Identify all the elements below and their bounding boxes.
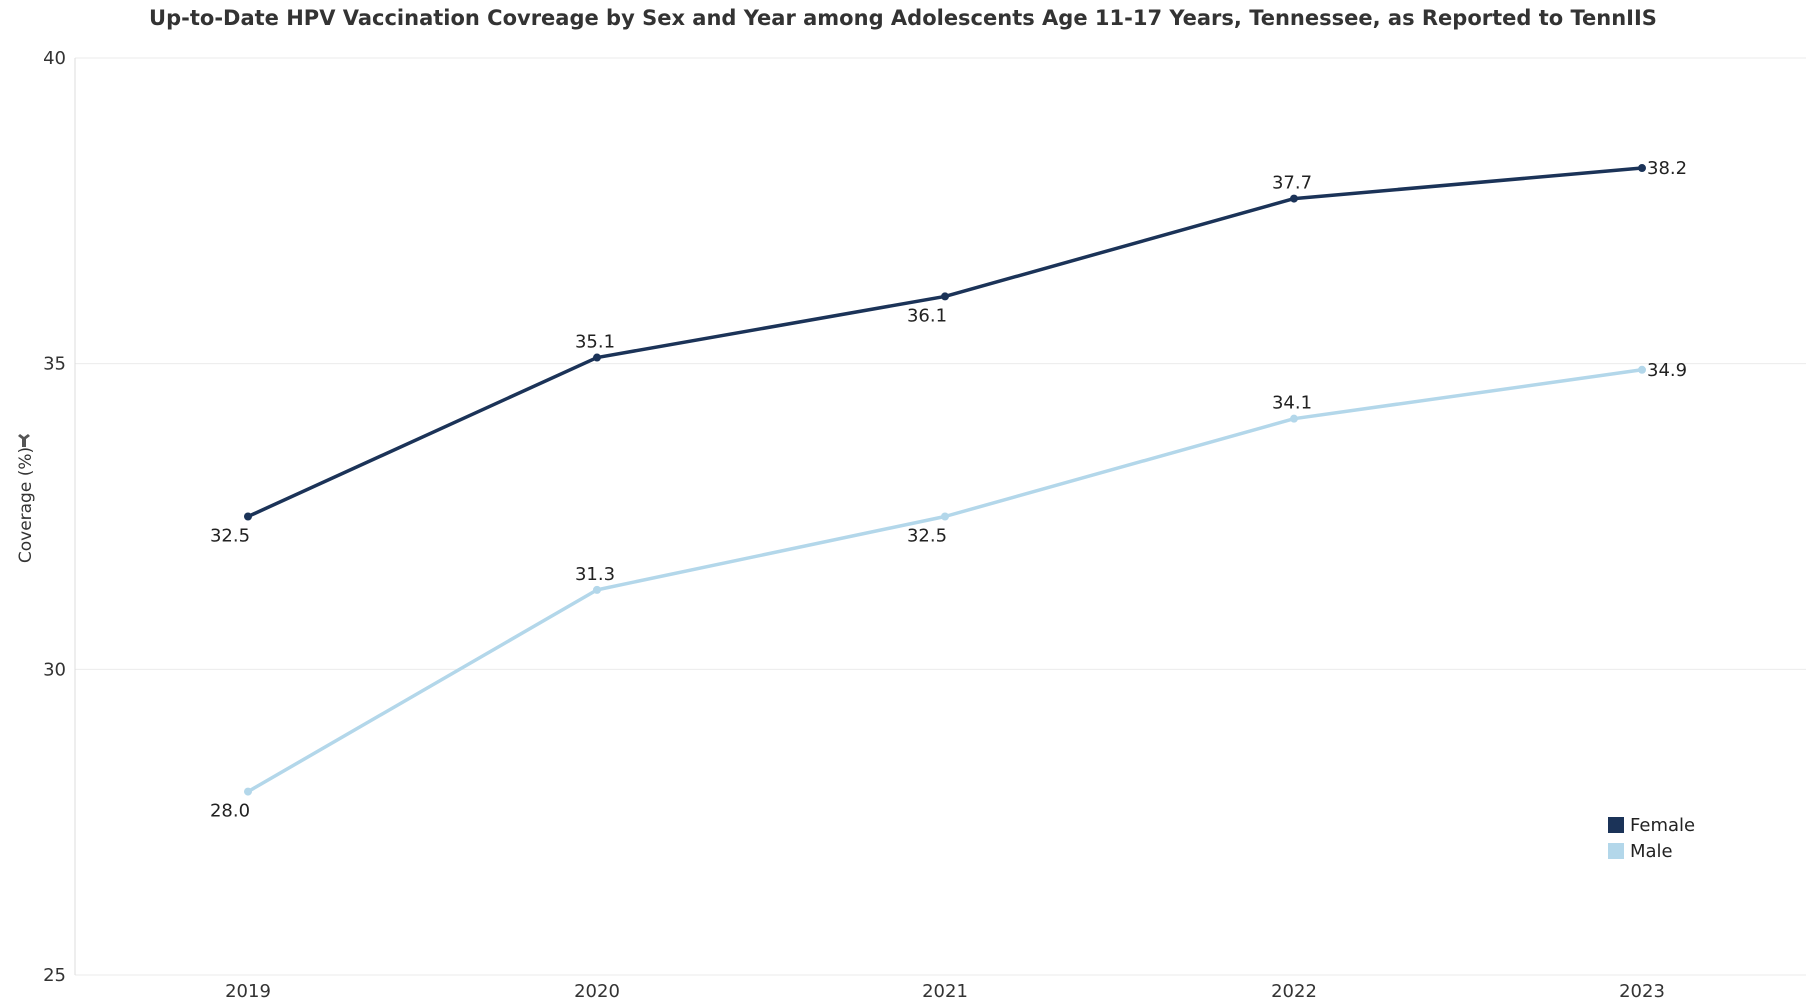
gridlines [75,57,1806,976]
x-tick-label: 2023 [1619,981,1665,1002]
y-axis-label: Coverage (%) [16,447,36,563]
data-label: 37.7 [1272,173,1312,194]
data-label: 34.1 [1272,393,1312,414]
y-tick-label: 30 [43,659,66,680]
series-group [244,164,1646,796]
chart-title: Up-to-Date HPV Vaccination Covreage by S… [149,6,1657,30]
data-labels: 32.5 35.1 36.1 37.7 38.2 28.0 31.3 32.5 34.1 34.9 [210,158,1687,822]
y-tick-label: 40 [43,48,66,69]
x-tick-label: 2022 [1271,981,1317,1002]
legend-label-male: Male [1630,841,1673,862]
data-point [593,353,601,362]
data-label: 36.1 [907,305,947,326]
data-point [941,512,949,521]
data-point [1290,194,1298,203]
series-line-female [247,166,1643,519]
legend[interactable]: Female Male [1608,815,1695,862]
y-tick-label: 35 [43,354,66,375]
axes: 25 30 35 40 2019 2020 2021 2022 2023 [43,48,1665,1002]
data-point [244,512,252,521]
legend-swatch-male [1608,843,1624,859]
data-label: 28.0 [210,801,250,822]
data-point [593,585,601,594]
legend-swatch-female [1608,817,1624,833]
x-tick-label: 2020 [574,981,620,1002]
data-label: 31.3 [575,564,615,585]
data-label: 32.5 [210,526,250,547]
data-point [1638,164,1646,173]
pin-icon[interactable] [18,434,30,447]
series-line-male [247,368,1643,794]
data-point [1290,414,1298,423]
legend-label-female: Female [1630,815,1695,836]
x-tick-label: 2019 [225,981,271,1002]
data-label: 32.5 [907,526,947,547]
data-point [1638,365,1646,374]
y-tick-label: 25 [43,965,66,986]
data-point [941,292,949,301]
data-label: 35.1 [575,332,615,353]
data-label: 34.9 [1647,360,1687,381]
data-label: 38.2 [1647,158,1687,179]
data-point [244,787,252,796]
x-tick-label: 2021 [922,981,968,1002]
